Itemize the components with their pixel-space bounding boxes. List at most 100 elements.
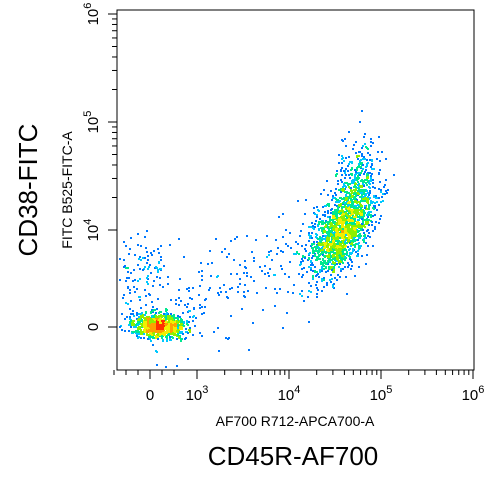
event-dot: [150, 332, 152, 334]
event-dot: [341, 167, 343, 169]
event-dot: [311, 232, 313, 234]
event-dot: [166, 339, 168, 341]
event-dot: [318, 223, 320, 225]
event-dot: [341, 158, 343, 160]
event-dot: [368, 205, 370, 207]
event-dot: [255, 239, 257, 241]
event-dot: [319, 218, 321, 220]
event-dot: [330, 281, 332, 283]
event-dot: [301, 268, 303, 270]
event-dot: [338, 249, 340, 251]
event-dot: [357, 204, 359, 206]
event-dot: [361, 147, 363, 149]
event-dot: [147, 322, 149, 324]
event-dot: [262, 309, 264, 311]
event-dot: [132, 313, 134, 315]
event-dot: [321, 251, 323, 253]
event-dot: [308, 290, 310, 292]
event-dot: [367, 196, 369, 198]
event-dot: [312, 275, 314, 277]
event-dot: [364, 158, 366, 160]
event-dot: [169, 244, 171, 246]
event-dot: [316, 256, 318, 258]
event-dot: [385, 158, 387, 160]
event-dot: [152, 306, 154, 308]
event-dot: [352, 250, 354, 252]
x-axis-label: AF700 R712-APCA700-A: [216, 413, 375, 429]
event-dot: [275, 239, 277, 241]
event-dot: [358, 166, 360, 168]
event-dot: [329, 279, 331, 281]
event-dot: [318, 254, 320, 256]
event-dot: [329, 218, 331, 220]
event-dot: [158, 319, 160, 321]
event-dot: [148, 334, 150, 336]
event-dot: [331, 266, 333, 268]
event-dot: [360, 172, 362, 174]
outer-y-label: CD38-FITC: [13, 124, 43, 257]
event-dot: [152, 337, 154, 339]
event-dot: [195, 317, 197, 319]
event-dot: [321, 278, 323, 280]
event-dot: [315, 284, 317, 286]
event-dot: [168, 326, 170, 328]
event-dot: [345, 212, 347, 214]
event-dot: [178, 337, 180, 339]
event-dot: [121, 329, 123, 331]
event-dot: [140, 259, 142, 261]
event-dot: [374, 202, 376, 204]
event-dot: [137, 319, 139, 321]
event-dot: [329, 258, 331, 260]
event-dot: [364, 207, 366, 209]
event-dot: [301, 290, 303, 292]
event-dot: [146, 277, 148, 279]
event-dot: [358, 155, 360, 157]
event-dot: [284, 273, 286, 275]
event-dot: [321, 290, 323, 292]
event-dot: [367, 221, 369, 223]
event-dot: [340, 253, 342, 255]
event-dot: [327, 260, 329, 262]
event-dot: [327, 210, 329, 212]
event-dot: [176, 365, 178, 367]
event-dot: [315, 236, 317, 238]
event-dot: [368, 224, 370, 226]
event-dot: [305, 199, 307, 201]
event-dot: [160, 245, 162, 247]
event-dot: [368, 208, 370, 210]
event-dot: [371, 163, 373, 165]
event-dot: [331, 219, 333, 221]
event-dot: [129, 292, 131, 294]
event-dot: [345, 174, 347, 176]
event-dot: [344, 219, 346, 221]
event-dot: [323, 277, 325, 279]
event-dot: [354, 232, 356, 234]
event-dot: [146, 331, 148, 333]
event-dot: [365, 263, 367, 265]
event-dot: [162, 340, 164, 342]
event-dot: [369, 172, 371, 174]
event-dot: [366, 163, 368, 165]
event-dot: [376, 201, 378, 203]
event-dot: [314, 226, 316, 228]
event-dot: [343, 198, 345, 200]
event-dot: [347, 170, 349, 172]
event-dot: [339, 237, 341, 239]
event-dot: [361, 155, 363, 157]
event-dot: [357, 239, 359, 241]
event-dot: [140, 320, 142, 322]
event-dot: [132, 310, 134, 312]
event-dot: [363, 156, 365, 158]
event-dot: [355, 239, 357, 241]
event-dot: [369, 214, 371, 216]
event-dot: [285, 229, 287, 231]
x-tick-label: 105: [370, 384, 393, 404]
event-dot: [355, 243, 357, 245]
event-dot: [192, 316, 194, 318]
event-dot: [308, 240, 310, 242]
event-dot: [336, 258, 338, 260]
event-dot: [218, 294, 220, 296]
event-dot: [344, 256, 346, 258]
event-dot: [302, 255, 304, 257]
event-dot: [306, 271, 308, 273]
